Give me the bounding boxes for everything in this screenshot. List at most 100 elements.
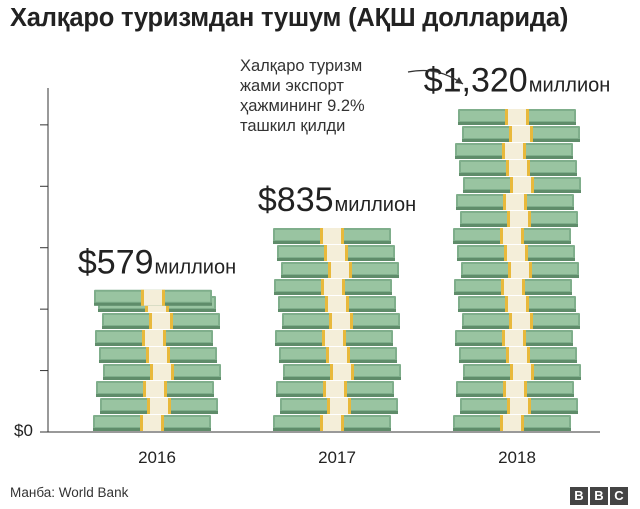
bundle-band-stripe [530,126,533,142]
bundle-band-stripe [523,330,526,346]
bundle-band [143,381,167,397]
banknote-bundle [100,398,218,414]
banknote-bundle [462,313,580,329]
banknote-bundle [273,228,391,244]
annotation-line: Халқаро туризм [240,57,363,75]
bundle-band [147,398,171,414]
bbc-logo-letter: B [590,487,608,505]
banknote-bundle [276,381,394,397]
banknote-bundle [102,313,220,329]
bundle-band-stripe [527,347,530,363]
banknote-bundle [456,381,574,397]
bundle-band-stripe [529,262,532,278]
bundle-band-stripe [327,398,330,414]
bundle-band-stripe [341,228,344,244]
bundle-band [149,313,173,329]
banknote-bundle [457,245,575,261]
bar [273,228,401,431]
bundle-band-stripe [526,296,529,312]
bundle-band-stripe [342,279,345,295]
bundle-band-stripe [531,364,534,380]
bundle-band [509,126,533,142]
bundle-band [508,262,532,278]
y-axis-ticks [40,124,48,433]
bundle-band [506,160,530,176]
bundle-band-stripe [147,398,150,414]
bundle-band-stripe [330,364,333,380]
bundle-band [502,143,526,159]
chart-title: Халқаро туризмдан тушум (АҚШ долларида) [10,4,569,32]
bundle-band [150,364,174,380]
bundle-band [322,330,346,346]
bundle-band [326,347,350,363]
banknote-bundle [283,364,401,380]
bbc-logo-letter: B [570,487,588,505]
bundle-band [329,313,353,329]
banknote-bundle [453,228,571,244]
annotation-text: Халқаро туризм жами экспорт ҳажмининг 9.… [240,56,365,136]
banknote-bundle [462,126,580,142]
bundle-band-stripe [526,109,529,125]
x-tick-label: 2016 [138,448,176,467]
bundle-band-stripe [500,228,503,244]
bar-value-unit: миллион [155,257,237,279]
bundle-band [328,262,352,278]
banknote-bundle [96,381,214,397]
bundle-band-stripe [167,347,170,363]
bundle-band-stripe [524,194,527,210]
bundle-band-stripe [527,160,530,176]
banknote-bundle [459,347,577,363]
bundle-band [320,415,344,431]
bar [93,289,221,431]
bundle-band-stripe [503,194,506,210]
banknote-bundle [453,415,571,431]
bundle-band-stripe [141,289,144,306]
bundle-band-stripe [320,415,323,431]
banknote-bundle [458,109,576,125]
banknote-bundle [278,296,396,312]
bundle-band-stripe [510,177,513,193]
banknote-bundle [455,143,573,159]
bundle-band-stripe [508,262,511,278]
value-labels: $579миллион $835миллион $1,320миллион [78,62,610,282]
bundle-band-stripe [525,245,528,261]
bar-value-label: $1,320миллион [424,62,611,100]
bundle-band-stripe [528,211,531,227]
bar-value-amount: $1,320 [424,62,528,100]
bundle-band [506,347,530,363]
bundle-band-stripe [505,296,508,312]
bar-value-amount: $835 [258,181,334,219]
bundle-band [142,330,166,346]
bundle-band [501,279,525,295]
bundle-band [510,364,534,380]
bundle-band-stripe [505,109,508,125]
x-tick-label: 2017 [318,448,356,467]
bundle-band [504,245,528,261]
bundle-band [325,296,349,312]
bar-value-label: $835миллион [258,181,416,219]
banknote-bundle [454,279,572,295]
annotation-line: жами экспорт [240,77,344,95]
bundle-band-stripe [504,245,507,261]
bundle-band [507,398,531,414]
bundle-band-stripe [523,143,526,159]
bundle-band-stripe [524,381,527,397]
bundle-band-stripe [345,245,348,261]
bundle-band-stripe [349,262,352,278]
bundle-band [146,347,170,363]
bundle-band [330,364,354,380]
bundle-band [500,228,524,244]
banknote-bundle [282,313,400,329]
bundle-band [141,289,165,306]
bundle-band-stripe [150,364,153,380]
bundle-band-stripe [322,330,325,346]
bundle-band [505,109,529,125]
bar-value-amount: $579 [78,244,154,282]
bundle-band-stripe [328,262,331,278]
arrow-head-icon [455,77,463,84]
x-tick-labels: 2016 2017 2018 [138,448,536,467]
banknote-bundle [460,211,578,227]
bundle-band-stripe [531,177,534,193]
bundle-band-stripe [522,279,525,295]
